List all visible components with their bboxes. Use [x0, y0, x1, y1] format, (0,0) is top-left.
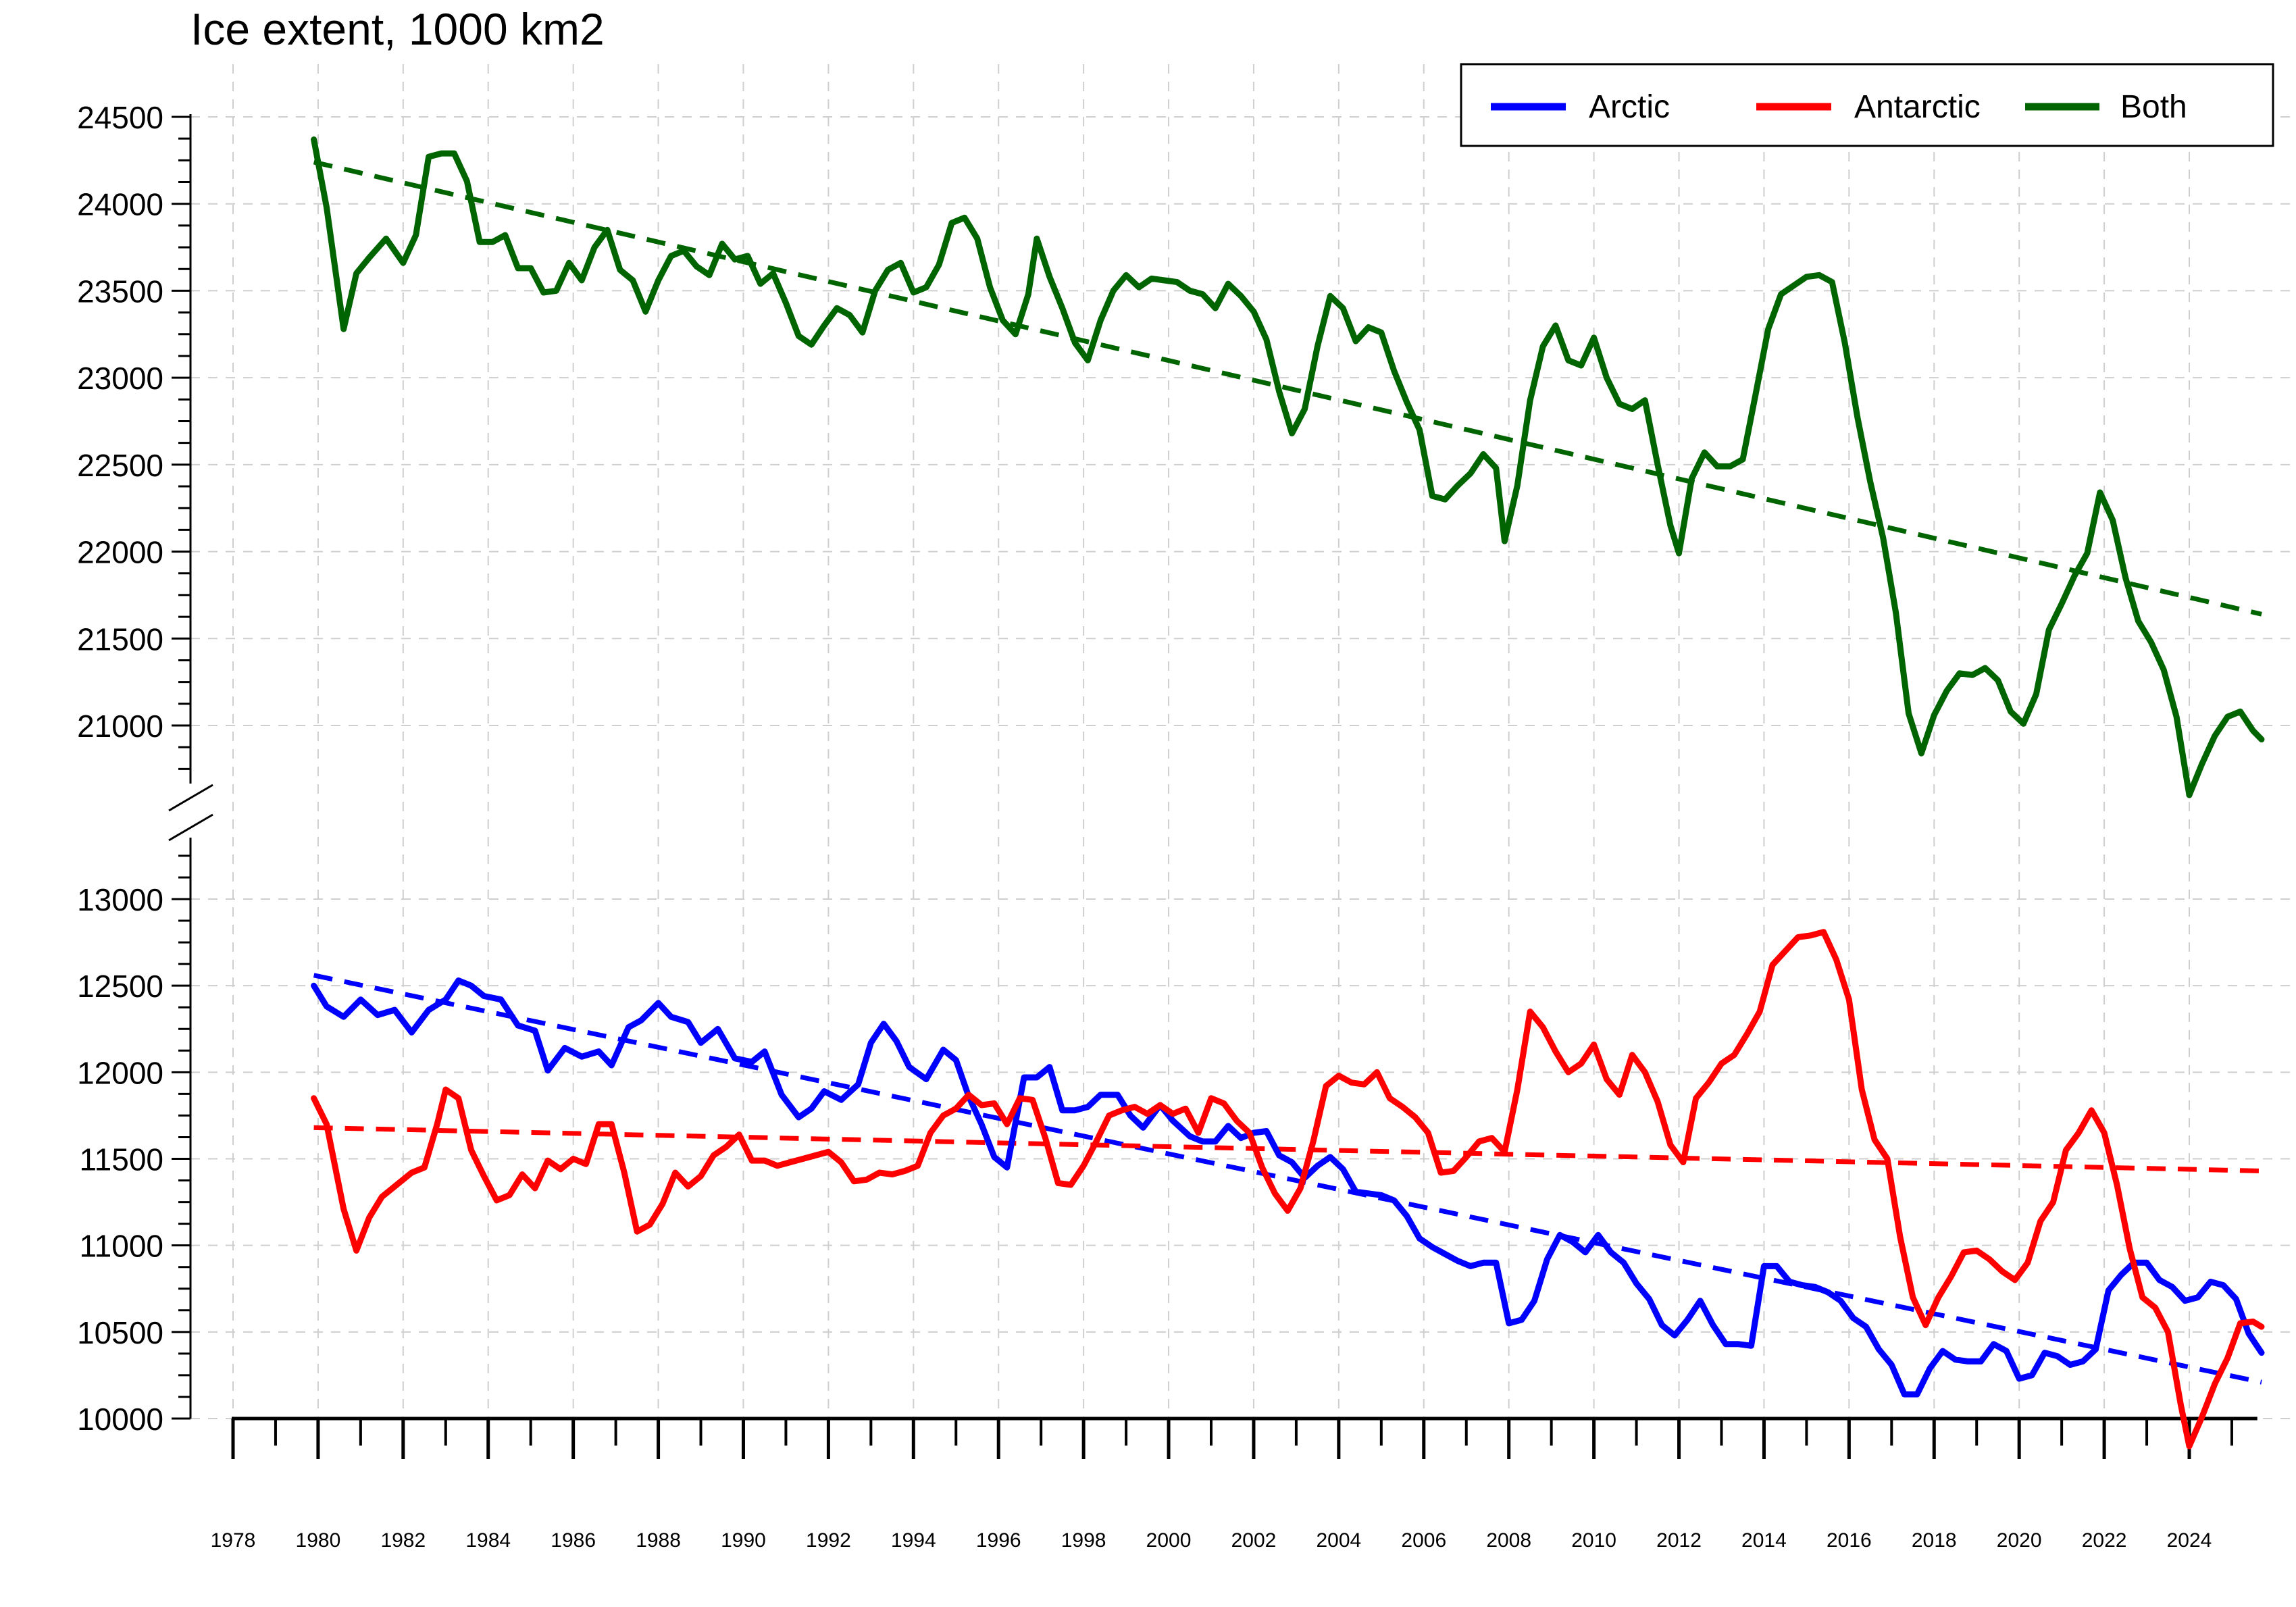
y-tick-label: 24000: [77, 187, 163, 222]
x-tick-label: 1978: [211, 1529, 256, 1552]
series-line-arctic: [311, 977, 2265, 1398]
trend-line-antarctic: [313, 1125, 2262, 1173]
y-tick-label: 13000: [77, 882, 163, 917]
y-tick-label: 11000: [79, 1229, 163, 1264]
x-tick-label: 2002: [1231, 1529, 1277, 1552]
x-tick-label: 1986: [551, 1529, 596, 1552]
y-tick-label: 12500: [77, 969, 163, 1004]
y-tick-label: 11500: [79, 1142, 163, 1177]
x-tick-label: 1996: [976, 1529, 1021, 1552]
x-tick-label: 1998: [1061, 1529, 1106, 1552]
y-tick-label: 12000: [77, 1055, 163, 1090]
axes: 21000 21500 22000 22500 23000 23500 24000 24500…: [77, 100, 2257, 1552]
x-tick-label: 1994: [891, 1529, 936, 1552]
y-tick-label: 22000: [77, 535, 163, 570]
x-tick-label: 2016: [1827, 1529, 1872, 1552]
x-tick-label: 1992: [806, 1529, 851, 1552]
x-tick-label: 2006: [1401, 1529, 1446, 1552]
x-tick-label: 1982: [380, 1529, 426, 1552]
x-tick-label: 2008: [1486, 1529, 1531, 1552]
grid: [190, 64, 2296, 1419]
y-tick-label: 23000: [77, 361, 163, 396]
series-line-antarctic: [311, 929, 2265, 1450]
x-tick-label: 1990: [721, 1529, 766, 1552]
axis-break-mark: [168, 813, 213, 842]
legend-antarctic-label: Antarctic: [1854, 89, 1981, 125]
x-tick-label: 2022: [2082, 1529, 2127, 1552]
y-tick-label: 23500: [77, 274, 163, 309]
y-tick-label: 21500: [77, 621, 163, 657]
y-tick-label: 24500: [77, 100, 163, 135]
x-tick-label: 2024: [2167, 1529, 2212, 1552]
axis-break-mark: [168, 784, 213, 812]
x-tick-label: 2018: [1912, 1529, 1957, 1552]
trend-lines: [313, 159, 2262, 1385]
x-tick-label: 1984: [465, 1529, 511, 1552]
trend-line-arctic: [313, 973, 2262, 1385]
y-tick-label: 21000: [77, 709, 163, 744]
y-tick-label: 10500: [77, 1315, 163, 1350]
series-line-both: [311, 136, 2265, 798]
legend-box: [1460, 63, 2274, 147]
x-tick-label: 2010: [1571, 1529, 1616, 1552]
x-tick-label: 2012: [1656, 1529, 1702, 1552]
x-tick-label: 1980: [296, 1529, 341, 1552]
x-tick-label: 2004: [1316, 1529, 1361, 1552]
legend: Arctic Antarctic Both: [1460, 63, 2274, 147]
trend-line-both: [313, 159, 2262, 617]
chart-title: Ice extent, 1000 km2: [190, 4, 605, 54]
x-tick-label: 2000: [1146, 1529, 1192, 1552]
legend-both-label: Both: [2120, 89, 2187, 125]
data-series: [311, 136, 2265, 1450]
x-tick-label: 2014: [1741, 1529, 1787, 1552]
legend-arctic-label: Arctic: [1589, 89, 1670, 125]
y-tick-label: 10000: [77, 1402, 163, 1437]
x-tick-label: 1988: [636, 1529, 681, 1552]
y-tick-label: 22500: [77, 448, 163, 483]
x-tick-label: 2020: [1997, 1529, 2042, 1552]
